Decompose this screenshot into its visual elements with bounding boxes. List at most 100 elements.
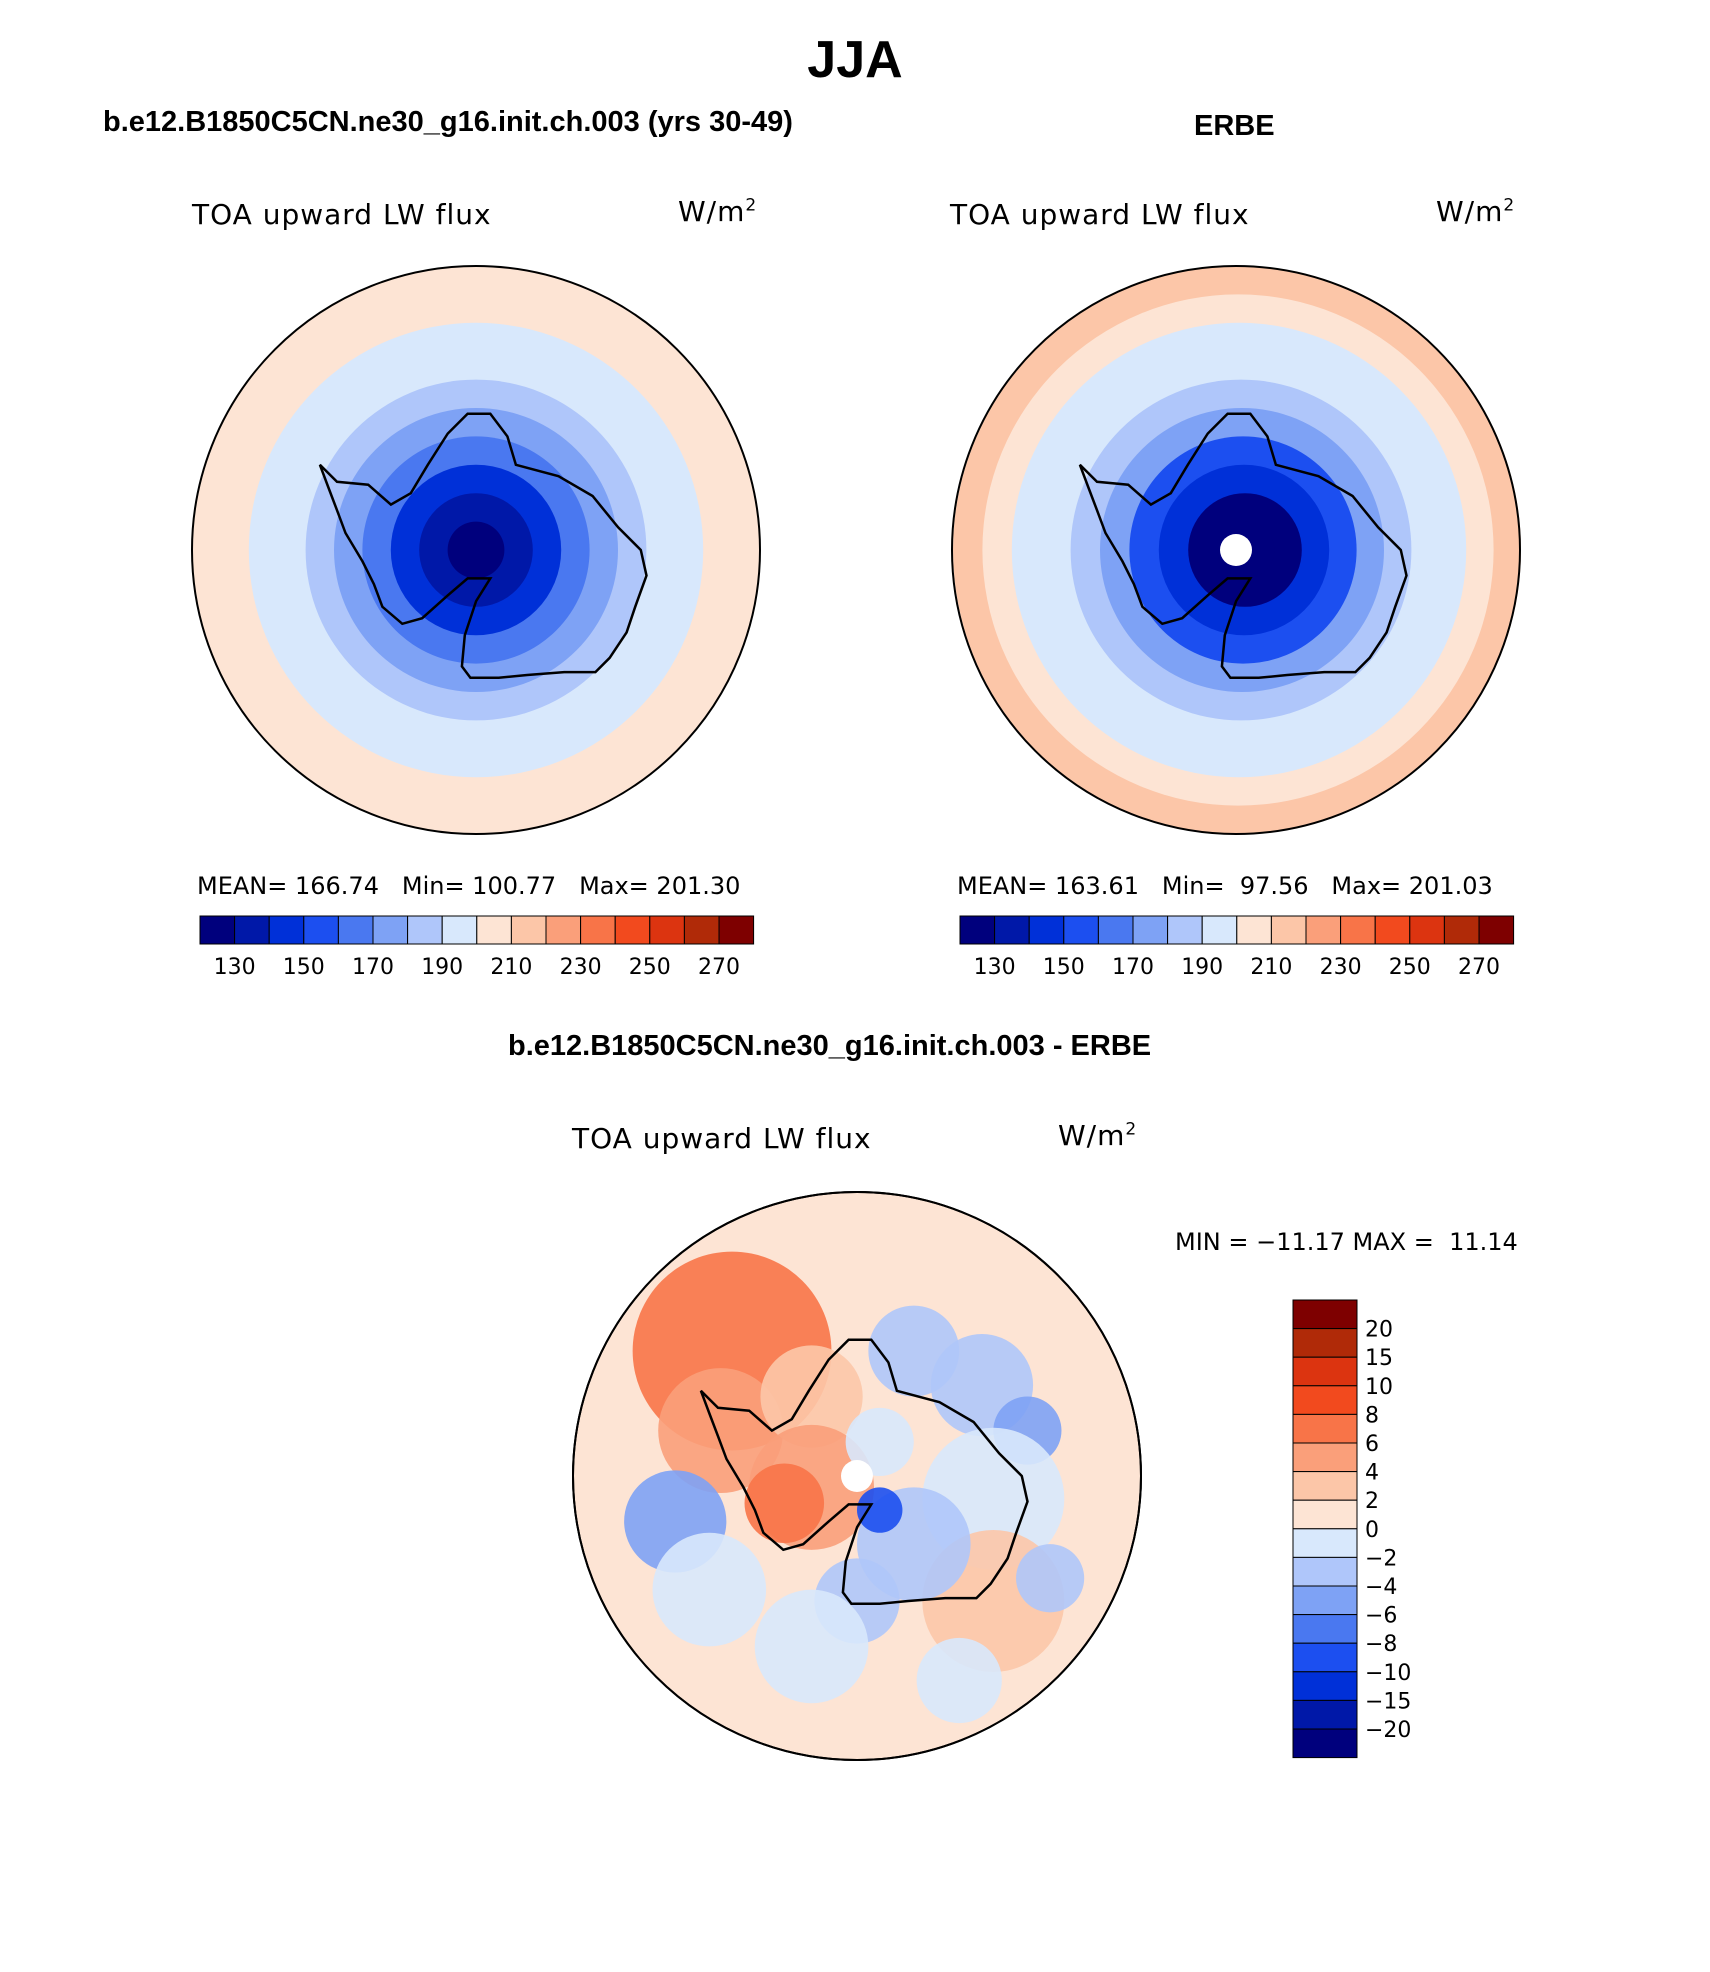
panel-obs-map	[951, 265, 1521, 835]
colorbar-swatch	[337, 915, 374, 945]
colorbar-swatch	[441, 915, 478, 945]
pole-hole	[1220, 534, 1252, 566]
panel-obs-title: ERBE	[1194, 110, 1275, 142]
anomaly-blob	[1016, 1544, 1085, 1613]
colorbar-swatch	[1292, 1699, 1358, 1730]
colorbar-swatch	[1236, 915, 1272, 945]
map-boundary-circle	[572, 1191, 1142, 1761]
colorbar-swatch	[1292, 1499, 1358, 1530]
colorbar-tick-label: 250	[1389, 955, 1431, 980]
colorbar-tick-label: 20	[1365, 1318, 1393, 1343]
colorbar-swatch	[1292, 1556, 1358, 1587]
panel-diff-title: b.e12.B1850C5CN.ne30_g16.init.ch.003 - E…	[508, 1030, 1152, 1062]
colorbar-tick-label: 210	[1250, 955, 1292, 980]
colorbar-tick-label: 270	[698, 955, 740, 980]
colorbar-tick-label: 230	[560, 955, 602, 980]
stat-mean: MEAN= 166.74	[197, 872, 379, 900]
anomaly-blob	[916, 1637, 1002, 1724]
colorbar-tick-label: −2	[1365, 1546, 1397, 1571]
colorbar-swatch	[1097, 915, 1134, 945]
colorbar-tick-label: 210	[490, 955, 532, 980]
colorbar-swatch	[1409, 915, 1445, 945]
colorbar-swatch	[1292, 1328, 1358, 1358]
stat-mean: MEAN= 163.61	[957, 872, 1139, 900]
anomaly-blob	[857, 1487, 903, 1533]
panel-diff-minmax: MIN = −11.17 MAX = 11.14	[1175, 1228, 1518, 1256]
anomaly-blob	[652, 1532, 767, 1647]
colorbar-tick-label: 230	[1320, 955, 1362, 980]
colorbar-swatch	[580, 915, 616, 945]
colorbar-swatch	[199, 915, 236, 945]
colorbar-swatch	[1292, 1471, 1358, 1501]
colorbar-swatch	[1201, 915, 1238, 945]
colorbar-tick-label: 15	[1365, 1346, 1393, 1371]
colorbar-swatch	[545, 915, 582, 945]
colorbar-swatch	[303, 915, 339, 945]
colorbar-swatch	[718, 915, 755, 945]
colorbar-tick-label: −4	[1365, 1575, 1397, 1600]
colorbar-swatch	[1292, 1728, 1358, 1759]
colorbar-tick-label: 150	[1043, 955, 1085, 980]
colorbar-swatch	[649, 915, 685, 945]
panel-model-colorbar: 130 150 170 190 210 230 250 270	[199, 915, 755, 980]
panel-diff-map	[572, 1191, 1142, 1761]
colorbar-swatch	[476, 915, 512, 945]
colorbar-tick-label: 8	[1365, 1403, 1379, 1428]
panel-model-map	[191, 265, 761, 835]
colorbar-swatch	[1292, 1442, 1358, 1473]
colorbar-swatch	[1292, 1614, 1358, 1644]
colorbar-swatch	[1443, 915, 1480, 945]
colorbar-swatch	[1292, 1671, 1358, 1701]
panel-model-title: b.e12.B1850C5CN.ne30_g16.init.ch.003 (yr…	[103, 106, 793, 138]
panel-model-variable: TOA upward LW flux	[192, 198, 492, 231]
colorbar-swatch	[1063, 915, 1099, 945]
colorbar-tick-label: −15	[1365, 1689, 1411, 1714]
colorbar-swatch	[1305, 915, 1342, 945]
colorbar-swatch	[1028, 915, 1065, 945]
map-boundary-circle	[191, 265, 761, 835]
anomaly-blob	[744, 1463, 825, 1544]
stat-min: Min= 97.56	[1161, 872, 1309, 900]
panel-obs-units: W/m2	[1436, 195, 1516, 228]
stat-max: Max= 201.30	[579, 872, 741, 900]
colorbar-swatch	[1292, 1356, 1358, 1387]
colorbar-tick-label: 10	[1365, 1375, 1393, 1400]
colorbar-swatch	[234, 915, 270, 945]
colorbar-tick-label: 6	[1365, 1432, 1379, 1457]
anomaly-blob	[754, 1589, 869, 1704]
colorbar-swatch	[1340, 915, 1376, 945]
colorbar-swatch	[1167, 915, 1203, 945]
colorbar-swatch	[683, 915, 720, 945]
panel-diff-units: W/m2	[1058, 1119, 1138, 1152]
colorbar-tick-label: 250	[629, 955, 671, 980]
colorbar-tick-label: 170	[1112, 955, 1154, 980]
colorbar-tick-label: −20	[1365, 1718, 1411, 1743]
colorbar-swatch	[510, 915, 547, 945]
anomaly-blob	[658, 1368, 784, 1494]
colorbar-tick-label: 170	[352, 955, 394, 980]
colorbar-swatch	[1292, 1385, 1358, 1415]
coastline	[318, 412, 648, 680]
panel-obs-stats: MEAN= 163.61 Min= 97.56 Max= 201.03	[957, 872, 1493, 900]
colorbar-tick-label: 150	[283, 955, 325, 980]
colorbar-tick-label: 270	[1458, 955, 1500, 980]
colorbar-tick-label: 190	[421, 955, 463, 980]
colorbar-swatch	[1292, 1413, 1358, 1444]
colorbar-tick-label: 130	[974, 955, 1016, 980]
colorbar-swatch	[1270, 915, 1307, 945]
colorbar-swatch	[1292, 1585, 1358, 1616]
colorbar-swatch	[372, 915, 409, 945]
colorbar-swatch	[407, 915, 443, 945]
colorbar-swatch	[994, 915, 1030, 945]
colorbar-swatch	[1292, 1299, 1358, 1330]
pole-hole	[841, 1460, 873, 1492]
figure-title: JJA	[807, 31, 903, 89]
coastline	[699, 1338, 1029, 1606]
panel-obs-variable: TOA upward LW flux	[950, 198, 1250, 231]
colorbar-swatch	[268, 915, 305, 945]
colorbar-swatch	[1374, 915, 1411, 945]
colorbar-tick-label: −10	[1365, 1661, 1411, 1686]
colorbar-tick-label: 0	[1365, 1518, 1379, 1543]
coastline	[1078, 412, 1408, 680]
stat-max: Max= 201.03	[1331, 872, 1493, 900]
